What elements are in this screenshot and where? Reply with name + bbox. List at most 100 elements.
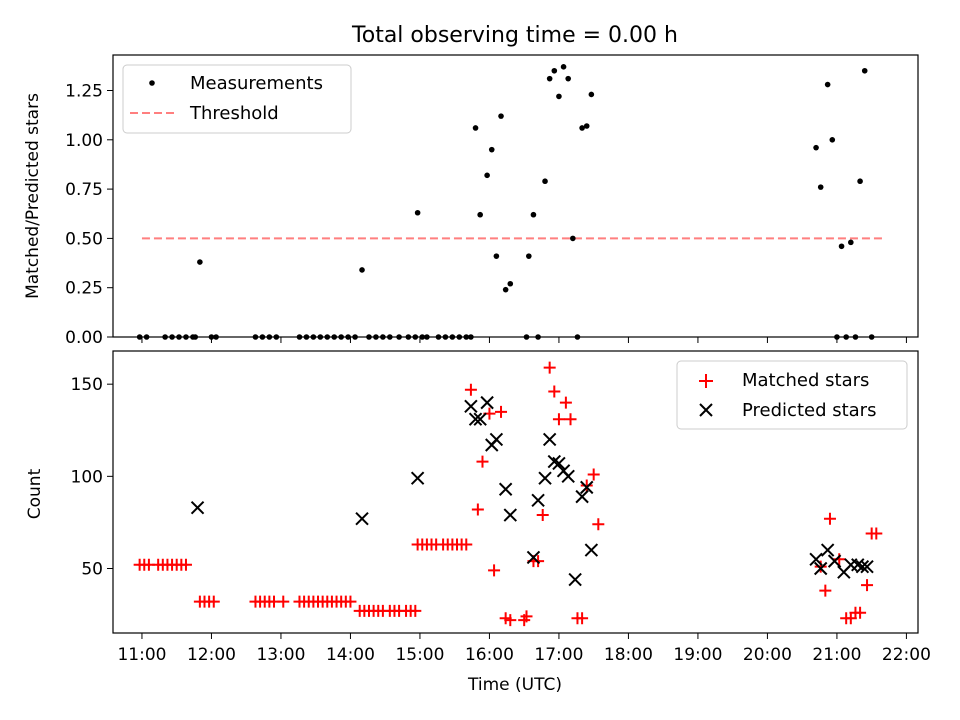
measurement-point [565, 75, 572, 82]
top-panel: 0.00 0.25 0.50 0.75 1.00 1.25 Matched/Predict… [23, 54, 919, 348]
predicted-star-point [820, 543, 835, 557]
predicted-star-point [552, 456, 566, 471]
measurement-point [848, 239, 854, 246]
measurement-point [817, 184, 824, 190]
measurement-point [197, 259, 203, 265]
matched-star-point [536, 509, 549, 522]
top-plot-frame [112, 54, 919, 338]
measurement-point [472, 125, 479, 131]
predicted-star-point [561, 469, 575, 484]
measurement-point [838, 243, 845, 250]
measurement-point [551, 67, 558, 74]
matched-star-point [495, 405, 508, 418]
matched-star-point [460, 538, 473, 551]
x-tick-label: 16:00 [465, 645, 514, 665]
matched-star-point [592, 518, 605, 531]
legend-predicted-marker [699, 403, 713, 417]
x-tick-label: 20:00 [743, 645, 792, 665]
predicted-star-point [538, 471, 552, 485]
legend-measurements-label: Measurements [190, 73, 323, 94]
y-tick-label: 1.25 [65, 81, 103, 101]
matched-star-point [476, 455, 489, 468]
legend-measurement-marker [149, 80, 155, 86]
bottom-panel: 11:00 12:00 13:00 14:00 15:00 16:00 17:00 18:00… [25, 350, 931, 695]
measurement-point [829, 136, 836, 143]
predicted-star-point [855, 559, 870, 574]
matched-star-point [409, 604, 422, 617]
measurement-point [857, 178, 863, 185]
matched-star-point [819, 584, 832, 597]
y-tick-label: 0.75 [65, 180, 103, 200]
predicted-star-point [827, 554, 842, 568]
top-legend-box [122, 64, 352, 134]
predicted-star-point [473, 412, 487, 426]
x-tick-label: 19:00 [673, 645, 722, 665]
measurement-point [560, 64, 567, 70]
matched-star-point [823, 512, 836, 525]
measurement-point [526, 253, 532, 259]
matched-star-point [548, 385, 561, 398]
top-legend: Measurements Threshold [122, 64, 352, 134]
measurement-point [588, 91, 595, 98]
measurement-point [546, 75, 553, 82]
predicted-star-point [568, 572, 582, 587]
measurement-point [359, 267, 365, 273]
legend-predicted-label: Predicted stars [742, 400, 876, 421]
matched-star-point [564, 413, 577, 426]
predicted-star-point [531, 493, 545, 508]
predicted-star-point [480, 395, 494, 410]
legend-matched-label: Matched stars [742, 370, 869, 391]
matched-star-point [179, 558, 192, 571]
y-tick-label: 0.25 [65, 279, 103, 299]
legend-matched-marker [699, 374, 713, 388]
measurement-point [488, 146, 495, 153]
measurement-point [507, 280, 514, 287]
matched-star-point [464, 383, 477, 396]
predicted-star-point [190, 500, 205, 515]
measurement-point [493, 253, 500, 259]
x-tick-label: 15:00 [395, 645, 444, 665]
bottom-legend-box [676, 360, 908, 430]
predicted-star-point [813, 561, 828, 576]
figure-title: Total observing time = 0.00 h [351, 23, 678, 48]
matched-star-point [471, 503, 484, 516]
y-tick-label: 0.00 [65, 328, 103, 348]
matched-star-point [504, 614, 517, 627]
x-axis-label: Time (UTC) [467, 675, 562, 695]
predicted-star-point [575, 489, 589, 504]
x-tick-label: 22:00 [882, 645, 931, 665]
measurement-point [813, 144, 819, 151]
measurement-point [542, 178, 548, 185]
bottom-plot-frame [112, 350, 919, 634]
measurement-point [530, 211, 537, 218]
measurement-point [484, 172, 490, 179]
predicted-star-point [489, 432, 504, 447]
y-tick-label: 1.00 [65, 131, 103, 151]
matched-star-point [344, 595, 357, 608]
matched-star-point [576, 612, 589, 625]
measurement-point [498, 113, 504, 119]
top-y-axis-label: Matched/Predicted stars [23, 93, 43, 299]
matched-star-point [587, 468, 600, 481]
measurement-point [824, 81, 831, 88]
measurement-point [414, 209, 421, 216]
matched-star-point [207, 595, 220, 608]
measurement-point [583, 123, 590, 129]
measurement-point [556, 93, 562, 100]
x-tick-label: 18:00 [604, 645, 653, 665]
legend-threshold-label: Threshold [189, 103, 279, 124]
y-tick-label: 100 [71, 467, 103, 487]
matched-star-point [277, 595, 290, 608]
measurement-point [861, 67, 868, 74]
predicted-star-point [526, 550, 541, 565]
measurement-point [579, 125, 585, 131]
measurement-point [570, 235, 576, 242]
matched-star-point [854, 606, 867, 619]
predicted-star-point [542, 432, 557, 447]
matched-star-point [580, 479, 593, 492]
bottom-y-axis-label: Count [25, 468, 45, 519]
y-tick-label: 50 [81, 559, 103, 579]
matched-star-point [552, 413, 565, 426]
x-tick-label: 13:00 [256, 645, 305, 665]
